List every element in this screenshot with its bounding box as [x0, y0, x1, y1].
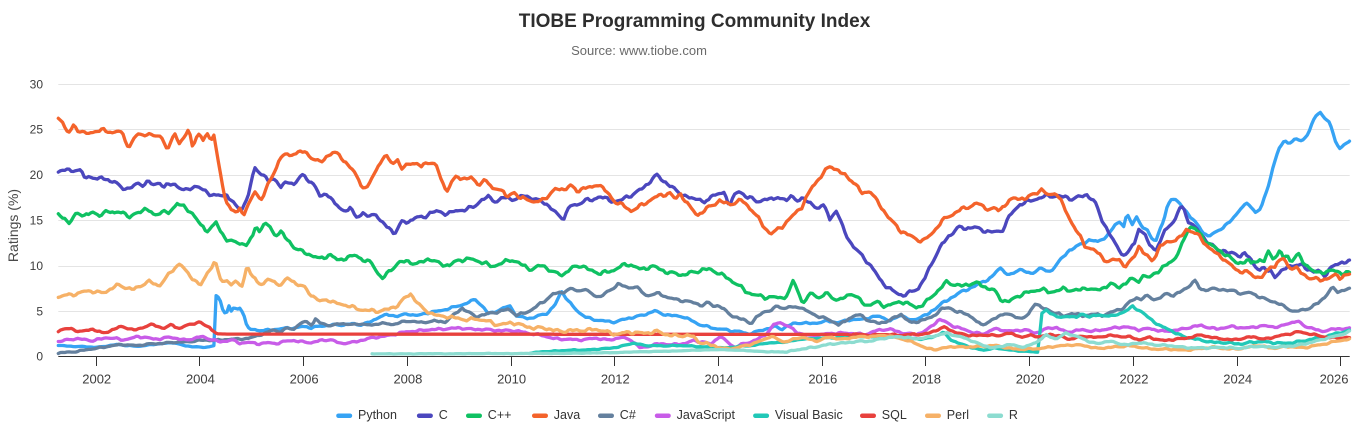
svg-text:2018: 2018 [912, 371, 941, 386]
svg-text:25: 25 [30, 123, 44, 137]
svg-text:2012: 2012 [601, 371, 630, 386]
svg-text:C#: C# [620, 408, 636, 422]
svg-text:2006: 2006 [290, 371, 319, 386]
svg-text:0: 0 [36, 350, 43, 364]
svg-text:C++: C++ [488, 408, 512, 422]
svg-text:Visual Basic: Visual Basic [775, 408, 843, 422]
svg-text:2024: 2024 [1223, 371, 1252, 386]
svg-text:TIOBE Programming Community In: TIOBE Programming Community Index [519, 11, 871, 32]
svg-text:2016: 2016 [808, 371, 837, 386]
svg-text:2020: 2020 [1016, 371, 1045, 386]
svg-text:Perl: Perl [947, 408, 969, 422]
svg-text:2004: 2004 [186, 371, 215, 386]
svg-text:15: 15 [30, 214, 44, 228]
svg-text:10: 10 [30, 259, 44, 273]
svg-text:5: 5 [36, 304, 43, 318]
svg-text:2026: 2026 [1320, 371, 1349, 386]
svg-text:30: 30 [30, 77, 44, 91]
svg-text:2002: 2002 [82, 371, 111, 386]
svg-text:Ratings (%): Ratings (%) [5, 189, 21, 262]
svg-text:20: 20 [30, 168, 44, 182]
svg-text:Python: Python [358, 408, 397, 422]
svg-text:2008: 2008 [393, 371, 422, 386]
svg-text:2010: 2010 [497, 371, 526, 386]
svg-text:R: R [1009, 408, 1018, 422]
svg-text:SQL: SQL [882, 408, 907, 422]
svg-text:JavaScript: JavaScript [677, 408, 736, 422]
svg-text:Java: Java [554, 408, 580, 422]
svg-text:2022: 2022 [1120, 371, 1149, 386]
svg-text:C: C [439, 408, 448, 422]
svg-text:2014: 2014 [705, 371, 734, 386]
svg-text:Source: www.tiobe.com: Source: www.tiobe.com [571, 43, 707, 58]
